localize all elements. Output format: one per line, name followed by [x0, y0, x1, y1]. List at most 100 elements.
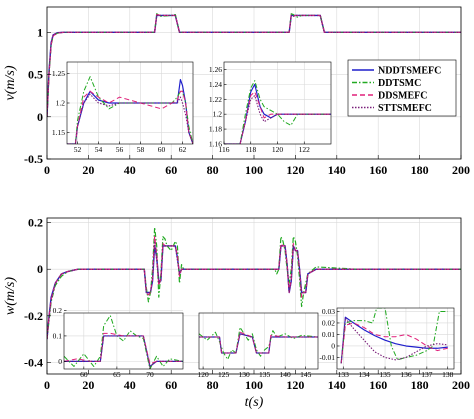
legend-label-nddtsmefc: NDDTSMEFC [378, 66, 441, 77]
x-tick-label: 70 [146, 370, 154, 379]
x-tick-label: 125 [218, 370, 230, 379]
y-tick-label: 1 [37, 25, 43, 39]
x-tick-label: 80 [207, 163, 219, 177]
x-tick-label: 20 [82, 378, 94, 392]
x-tick-label: 140 [328, 163, 346, 177]
y-tick-label: -0.2 [24, 309, 43, 323]
legend-label-sttsmefc: STTSMEFC [378, 103, 432, 114]
w_panel-inset-1-frame [63, 312, 184, 370]
x-tick-label: 122 [299, 145, 311, 154]
legend-label-ddtsmc: DDTSMC [378, 78, 421, 89]
x-tick-label: 180 [411, 163, 429, 177]
w_panel-inset-2-series [199, 326, 318, 360]
x-tick-label: 52 [74, 145, 82, 154]
x-tick-label: 0 [44, 378, 50, 392]
y-tick-label: 1.15 [52, 128, 65, 137]
x-tick-label: 58 [137, 145, 145, 154]
w_panel-ylabel: w(m/s) [3, 277, 18, 315]
x-tick-label: 120 [272, 145, 284, 154]
y-tick-label: -0.01 [319, 353, 335, 362]
y-tick-label: 0.03 [322, 307, 335, 316]
x-tick-label: 40 [124, 163, 136, 177]
x-tick-label: 180 [411, 378, 429, 392]
y-tick-label: 0 [331, 341, 335, 350]
x-tick-label: 54 [95, 145, 103, 154]
x-tick-label: 20 [82, 163, 94, 177]
x-tick-label: 40 [124, 378, 136, 392]
v_panel-series [47, 13, 461, 117]
x-tick-label: 140 [328, 378, 346, 392]
x-tick-label: 60 [165, 378, 177, 392]
w_panel-inset-1-bg [64, 313, 183, 369]
x-tick-label: 0 [44, 163, 50, 177]
y-tick-label: 0.02 [322, 318, 335, 327]
y-tick-label: 0.2 [53, 306, 63, 315]
y-tick-label: 0 [37, 262, 43, 276]
y-tick-label: 1.25 [52, 69, 65, 78]
w_panel-inset-2-bg [199, 313, 318, 369]
y-tick-label: 1.24 [209, 80, 222, 89]
v_panel-inset-1: 52 54 56 58 60 62 1.15 1.2 1.25 [52, 61, 194, 154]
w_panel-inset-3-frame [336, 307, 455, 370]
x-tick-label: 133 [338, 370, 350, 379]
series-line-sttsmefc [224, 94, 331, 144]
legend-label-ddsmefc: DDSMEFC [378, 91, 427, 102]
x-tick-label: 160 [369, 378, 387, 392]
y-tick-label: 0.5 [28, 68, 43, 82]
series-line-sttsmefc [340, 317, 448, 364]
y-tick-label: 1.18 [209, 125, 222, 134]
x-tick-label: 60 [80, 370, 88, 379]
x-tick-label: 135 [259, 370, 271, 379]
x-tick-label: 136 [400, 370, 412, 379]
series-line-ddsmefc [67, 90, 193, 144]
x-tick-label: 120 [197, 370, 209, 379]
x-tick-label: 134 [359, 370, 371, 379]
w_panel-inset-1: 60 65 70 0 0.1 0.2 [53, 306, 184, 379]
y-tick-label: 0 [58, 357, 62, 366]
x-tick-label: 100 [245, 378, 263, 392]
v_panel-inset-2: 116 118 120 122 1.16 1.18 1.2 1.22 1.24 1.26 [209, 61, 332, 154]
w_panel-xlabel: t(s) [245, 395, 264, 410]
series-line-ddsmefc [340, 322, 448, 364]
x-tick-label: 120 [286, 378, 304, 392]
x-tick-label: 60 [165, 163, 177, 177]
x-tick-label: 100 [245, 163, 263, 177]
series-line-sttsmefc [47, 14, 461, 117]
x-tick-label: 56 [116, 145, 124, 154]
y-tick-label: -0.4 [24, 355, 43, 369]
w_panel-inset-3: 133 134 135 136 137 138 -0.01 0 0.01 0.02 0.03 [319, 307, 455, 379]
x-tick-label: 160 [369, 163, 387, 177]
x-tick-label: 135 [379, 370, 391, 379]
y-tick-label: -0.5 [24, 152, 43, 166]
y-tick-label: 1.22 [209, 95, 222, 104]
w_panel-series [47, 226, 461, 340]
x-tick-label: 138 [442, 370, 454, 379]
w_panel-inset-2-frame [198, 312, 319, 370]
y-tick-label: 1.2 [213, 110, 223, 119]
y-tick-label: 1.16 [209, 140, 222, 149]
x-tick-label: 130 [239, 370, 251, 379]
series-line-sttsmefc [64, 335, 183, 368]
x-tick-label: 200 [452, 378, 470, 392]
w_panel-inset-2: 120 125 130 135 140 145 [197, 312, 319, 379]
y-tick-label: 1.2 [56, 99, 66, 108]
v_panel-ylabel: v(m/s) [3, 65, 18, 100]
y-tick-label: 1.26 [209, 65, 222, 74]
series-line-ddtsmc [224, 80, 331, 144]
series-line-sttsmefc [199, 333, 318, 354]
x-tick-label: 80 [207, 378, 219, 392]
y-tick-label: 0.01 [322, 330, 335, 339]
series-line-sttsmefc [67, 93, 193, 144]
x-tick-label: 65 [113, 370, 121, 379]
x-tick-label: 120 [286, 163, 304, 177]
v_panel-inset-1-series [67, 76, 193, 144]
x-tick-label: 116 [219, 145, 230, 154]
y-tick-label: 0.2 [28, 216, 43, 230]
x-tick-label: 137 [421, 370, 433, 379]
x-tick-label: 200 [452, 163, 470, 177]
series-line-sttsmefc [47, 240, 461, 340]
y-tick-label: 0 [37, 110, 43, 124]
